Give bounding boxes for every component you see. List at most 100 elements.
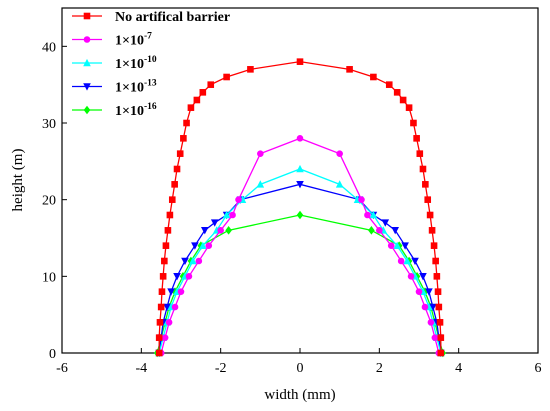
series-no-barrier-point xyxy=(426,211,434,219)
series-minus10-point xyxy=(199,241,207,249)
legend-item: 1×10-13 xyxy=(72,79,157,96)
series-no-barrier-point xyxy=(193,96,201,104)
series-minus7-point xyxy=(165,319,173,326)
series-minus13-point xyxy=(181,257,189,266)
series-no-barrier-point xyxy=(393,89,401,96)
series-minus10-point xyxy=(256,180,265,188)
series-minus7-point xyxy=(177,288,185,295)
series-minus13-point xyxy=(381,219,390,227)
series-minus7-point xyxy=(235,196,242,203)
y-tick-label: 40 xyxy=(42,40,56,55)
series-minus13-group xyxy=(155,181,445,358)
series-minus13-line xyxy=(158,183,442,354)
series-no-barrier-point xyxy=(159,273,167,280)
series-no-barrier-point xyxy=(419,165,427,173)
series-no-barrier-point xyxy=(223,73,230,81)
series-minus13-point xyxy=(201,227,209,235)
series-no-barrier-point xyxy=(435,303,443,311)
axis-ticks: -6 -4 -2 0 2 4 6 0 10 20 30 40 xyxy=(42,40,542,376)
series-no-barrier-point xyxy=(168,196,176,203)
series-no-barrier-point xyxy=(187,104,195,111)
x-tick-label: 4 xyxy=(455,361,462,376)
legend-label: 1×10-10 xyxy=(115,55,157,72)
series-no-barrier-point xyxy=(385,81,393,88)
series-no-barrier-point xyxy=(162,242,170,249)
series-minus7-point xyxy=(364,211,371,219)
series-minus10-point xyxy=(393,241,401,249)
series-no-barrier-point xyxy=(171,181,178,188)
series-minus7-point xyxy=(397,257,405,265)
series-minus7-point xyxy=(407,273,415,280)
series-no-barrier-point xyxy=(166,211,174,219)
legend-item: 1×10-16 xyxy=(72,102,157,119)
series-minus13-point xyxy=(167,288,175,296)
series-no-barrier-point xyxy=(247,66,254,73)
series-minus10-point xyxy=(335,180,344,188)
series-minus13-point xyxy=(411,257,419,266)
series-no-barrier-point xyxy=(164,227,172,234)
series-minus7-group xyxy=(157,135,443,357)
series-no-barrier-point xyxy=(207,81,215,88)
series-no-barrier-point xyxy=(346,66,353,73)
series-no-barrier-point xyxy=(176,150,184,157)
legend-item: 1×10-7 xyxy=(72,32,152,49)
series-minus10-point xyxy=(403,256,411,265)
series-minus7-point xyxy=(296,135,304,142)
series-minus7-point xyxy=(161,334,169,341)
legend-label: 1×10-7 xyxy=(115,32,152,49)
x-tick-label: 2 xyxy=(376,361,383,376)
legend-label: 1×10-16 xyxy=(115,102,157,119)
series-minus13-point xyxy=(425,288,433,296)
series-minus16-point xyxy=(296,210,304,220)
series-no-barrier-point xyxy=(183,119,190,127)
series-no-barrier-point xyxy=(437,334,445,341)
series-minus13-point xyxy=(191,242,199,250)
legend-item: No artifical barrier xyxy=(72,10,230,25)
x-tick-label: 6 xyxy=(535,361,542,376)
series-minus16-group xyxy=(153,210,447,358)
series-minus16-point xyxy=(368,226,375,235)
series-no-barrier-point xyxy=(410,119,417,127)
series-no-barrier-point xyxy=(405,104,413,111)
series-minus7-point xyxy=(415,288,423,295)
y-tick-label: 0 xyxy=(49,347,56,362)
legend-item: 1×10-10 xyxy=(72,55,157,72)
series-minus7-point xyxy=(205,242,213,249)
series-minus7-point xyxy=(431,334,439,341)
series-no-barrier-point xyxy=(155,349,163,357)
series-no-barrier-point xyxy=(157,303,165,311)
x-tick-label: -6 xyxy=(56,361,68,376)
series-no-barrier-point xyxy=(399,96,407,104)
series-minus13-point xyxy=(391,227,399,235)
series-minus10-point xyxy=(189,256,197,265)
x-tick-label: -2 xyxy=(215,361,227,376)
series-minus7-point xyxy=(387,242,395,249)
series-no-barrier-point xyxy=(296,58,304,65)
legend-label: No artifical barrier xyxy=(115,10,230,25)
series-no-barrier-point xyxy=(422,181,429,188)
series-no-barrier-point xyxy=(434,288,442,295)
series-no-barrier-point xyxy=(428,227,436,234)
series-no-barrier-point xyxy=(436,319,444,326)
series-minus10-point xyxy=(296,164,304,173)
legend-swatch-marker xyxy=(83,36,91,43)
series-no-barrier-group xyxy=(155,58,445,357)
series-no-barrier-point xyxy=(430,242,438,249)
y-axis-title: height (m) xyxy=(10,149,26,212)
series-minus7-point xyxy=(229,211,236,219)
series-no-barrier-point xyxy=(433,273,441,280)
y-tick-label: 10 xyxy=(42,270,56,285)
series-minus13-point xyxy=(163,303,171,312)
series-minus13-point xyxy=(173,273,181,281)
series-minus10-point xyxy=(369,210,378,219)
series-minus16-line xyxy=(156,214,444,354)
series-minus13-point xyxy=(401,242,409,250)
legend-label: 1×10-13 xyxy=(115,79,157,96)
series-minus7-point xyxy=(421,303,429,311)
series-minus13-point xyxy=(419,273,427,281)
series-minus7-point xyxy=(336,150,343,157)
legend-swatch-marker xyxy=(83,58,91,67)
series-minus7-point xyxy=(427,319,435,326)
series-no-barrier-point xyxy=(158,288,166,295)
